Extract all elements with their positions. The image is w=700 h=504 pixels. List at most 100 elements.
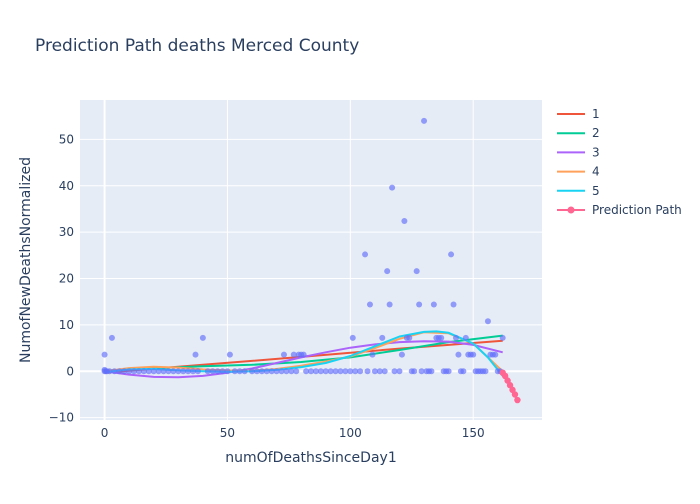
- data-point: [499, 334, 506, 341]
- series-line-4: [104, 331, 504, 373]
- data-point: [413, 268, 420, 275]
- x-tick-label: 100: [339, 426, 362, 440]
- data-point: [111, 368, 118, 375]
- data-point: [430, 301, 437, 308]
- data-point: [308, 368, 314, 375]
- data-point: [190, 368, 197, 375]
- data-point: [194, 368, 201, 375]
- data-point: [352, 368, 359, 375]
- data-point: [396, 368, 403, 375]
- data-point: [362, 251, 369, 258]
- data-point: [448, 251, 455, 258]
- data-point: [327, 368, 334, 375]
- data-point: [170, 368, 177, 375]
- y-tick-label: 40: [59, 179, 74, 193]
- data-point: [438, 334, 445, 341]
- data-point: [226, 351, 233, 358]
- data-point: [342, 368, 349, 375]
- data-point: [317, 368, 324, 375]
- data-point: [121, 368, 128, 375]
- data-point: [482, 368, 489, 375]
- data-point: [249, 368, 256, 375]
- data-point: [199, 334, 206, 341]
- legend-item-prediction-path[interactable]: Prediction Path: [557, 203, 682, 217]
- data-point: [450, 301, 457, 308]
- data-point: [288, 368, 295, 375]
- data-point: [398, 351, 405, 358]
- data-point: [445, 368, 452, 375]
- data-point: [337, 368, 344, 375]
- legend-marker: [567, 206, 575, 214]
- data-point: [460, 368, 467, 375]
- legend-item-2[interactable]: 2: [557, 126, 600, 140]
- data-point: [389, 184, 396, 191]
- data-point: [332, 368, 339, 375]
- data-point: [106, 368, 113, 375]
- y-tick-label: 0: [66, 364, 74, 378]
- data-point: [452, 334, 459, 341]
- data-point: [273, 368, 280, 375]
- prediction-point: [514, 396, 521, 404]
- data-point: [484, 318, 491, 325]
- data-point: [411, 368, 418, 375]
- data-point: [108, 334, 115, 341]
- data-point: [131, 368, 138, 375]
- legend-label: 2: [592, 126, 600, 140]
- legend-item-5[interactable]: 5: [557, 184, 600, 198]
- y-tick-label: 10: [59, 318, 74, 332]
- data-point: [381, 368, 388, 375]
- data-point: [135, 368, 142, 375]
- data-point: [347, 368, 354, 375]
- legend[interactable]: 1 2 3 4 5 Prediction Path: [557, 107, 682, 217]
- scatter-layer: [101, 117, 506, 375]
- data-point: [462, 334, 469, 341]
- data-point: [278, 368, 285, 375]
- legend-label: 4: [592, 165, 600, 179]
- x-tick-label: 150: [462, 426, 485, 440]
- data-point: [236, 368, 243, 375]
- data-point: [366, 301, 373, 308]
- data-point: [384, 268, 391, 275]
- data-point: [303, 368, 310, 375]
- data-point: [300, 351, 307, 358]
- data-point: [280, 351, 287, 358]
- data-point: [369, 351, 376, 358]
- data-point: [364, 368, 371, 375]
- data-point: [470, 351, 477, 358]
- data-point: [209, 368, 216, 375]
- data-point: [140, 368, 147, 375]
- data-point: [492, 351, 499, 358]
- data-point: [312, 368, 319, 375]
- data-point: [126, 368, 133, 375]
- legend-item-4[interactable]: 4: [557, 165, 600, 179]
- data-point: [349, 334, 356, 341]
- y-tick-label: 20: [59, 272, 74, 286]
- data-point: [101, 351, 108, 358]
- data-point: [322, 368, 329, 375]
- data-point: [379, 334, 386, 341]
- data-point: [406, 334, 413, 341]
- data-point: [116, 368, 123, 375]
- data-point: [357, 368, 364, 375]
- data-point: [204, 368, 211, 375]
- legend-item-1[interactable]: 1: [557, 107, 600, 121]
- data-point: [150, 368, 157, 375]
- data-point: [416, 301, 423, 308]
- data-point: [231, 368, 238, 375]
- tick-labels: 0 50 100 150 −10 0 10 20 30 40 50: [49, 132, 485, 440]
- data-point: [155, 368, 162, 375]
- data-point: [268, 368, 275, 375]
- x-tick-label: 50: [220, 426, 235, 440]
- prediction-layer: [499, 369, 521, 404]
- data-point: [224, 368, 231, 375]
- data-point: [258, 368, 265, 375]
- y-axis-title: NumofNewDeathsNormalized: [18, 157, 34, 363]
- legend-label: 3: [592, 145, 600, 159]
- legend-item-3[interactable]: 3: [557, 145, 600, 159]
- x-axis-title: numOfDeathsSinceDay1: [225, 450, 396, 466]
- legend-label: 1: [592, 107, 600, 121]
- legend-label: 5: [592, 184, 600, 198]
- y-tick-label: 30: [59, 225, 74, 239]
- data-point: [371, 368, 378, 375]
